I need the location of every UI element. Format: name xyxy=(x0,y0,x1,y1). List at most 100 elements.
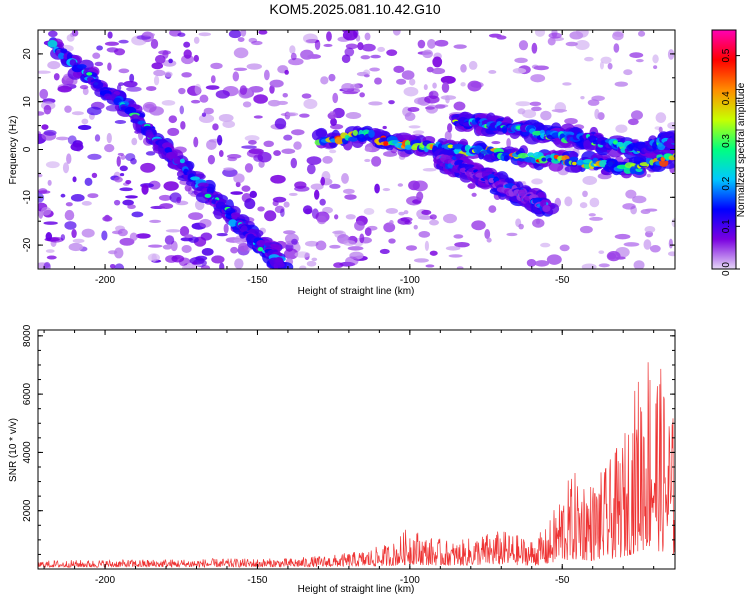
spectral-speckle xyxy=(176,196,182,204)
spectral-speckle xyxy=(125,153,136,162)
spectral-speckle xyxy=(579,225,593,234)
spectral-speckle xyxy=(637,30,646,37)
spectral-speckle xyxy=(263,140,275,148)
spectral-speckle xyxy=(388,100,395,105)
spectral-speckle xyxy=(456,266,464,269)
spectral-speckle xyxy=(45,232,53,241)
ridge-core xyxy=(124,106,137,115)
spectral-speckle xyxy=(432,56,443,68)
spectral-speckle xyxy=(534,30,546,37)
spectral-speckle xyxy=(300,49,314,60)
spectral-speckle xyxy=(389,219,394,225)
spectral-speckle xyxy=(177,32,186,37)
spectral-speckle xyxy=(360,55,371,60)
spectral-speckle xyxy=(467,183,476,189)
spectral-speckle xyxy=(161,99,176,106)
spectral-speckle xyxy=(294,251,311,258)
spectral-speckle xyxy=(345,256,359,266)
spectral-speckle xyxy=(530,74,546,83)
ridge-core xyxy=(228,219,238,227)
spectral-speckle xyxy=(113,176,123,183)
spectral-speckle xyxy=(219,262,225,269)
ridge-peak xyxy=(612,140,618,145)
spectral-speckle xyxy=(453,44,467,49)
spectral-speckle xyxy=(576,30,589,38)
spectral-speckle xyxy=(288,192,298,196)
spectral-speckle xyxy=(584,56,594,62)
spectral-speckle xyxy=(232,71,240,82)
spectral-speckle xyxy=(181,72,192,78)
spectral-speckle xyxy=(70,142,84,152)
spectral-speckle xyxy=(230,191,244,195)
ridge-core xyxy=(264,242,271,247)
spectral-speckle xyxy=(635,59,644,63)
spectral-speckle xyxy=(165,229,181,233)
spectral-speckle xyxy=(374,77,382,85)
spectral-speckle xyxy=(551,108,568,113)
spectral-speckle xyxy=(53,73,60,81)
spectral-speckle xyxy=(269,79,284,88)
spectral-speckle xyxy=(104,214,111,222)
spectral-speckle xyxy=(45,249,55,253)
y-tick-label: 6000 xyxy=(22,383,33,406)
spectral-speckle xyxy=(81,118,89,125)
spectral-speckle xyxy=(65,202,73,207)
spectral-speckle xyxy=(382,188,391,192)
spectral-speckle xyxy=(211,255,225,264)
spectral-speckle xyxy=(222,120,236,129)
spectral-speckle xyxy=(179,226,190,237)
spectral-speckle xyxy=(589,197,600,208)
spectral-speckle xyxy=(306,156,322,165)
ridge-core xyxy=(111,93,117,99)
spectral-speckle xyxy=(432,82,437,89)
spectral-speckle xyxy=(599,61,604,70)
spectral-speckle xyxy=(43,261,51,269)
spectral-speckle xyxy=(668,238,673,249)
spectral-speckle xyxy=(320,76,329,85)
spectral-speckle xyxy=(447,123,453,133)
spectral-speckle xyxy=(283,201,290,208)
spectral-speckle xyxy=(649,244,661,253)
spectral-speckle xyxy=(667,122,675,130)
spectral-speckle xyxy=(40,206,52,216)
spectral-speckle xyxy=(203,107,214,115)
spectral-speckle xyxy=(531,178,543,185)
spectral-speckle xyxy=(77,124,92,131)
spectral-speckle xyxy=(354,220,365,231)
spectral-speckle xyxy=(86,106,102,116)
spectral-speckle xyxy=(323,43,333,47)
ridge-core xyxy=(256,239,266,247)
spectral-speckle xyxy=(107,250,118,255)
spectral-speckle xyxy=(284,69,289,75)
snr-ylabel: SNR (10 * v/v) xyxy=(8,418,19,482)
spectral-speckle xyxy=(559,244,570,252)
spectral-speckle xyxy=(153,69,166,77)
spectral-speckle xyxy=(70,194,85,202)
spectral-speckle xyxy=(427,38,436,49)
spectral-speckle xyxy=(201,248,214,256)
spectral-speckle xyxy=(188,212,204,221)
x-tick-label: -100 xyxy=(400,575,420,586)
ridge-core xyxy=(671,134,675,142)
spectral-speckle xyxy=(119,237,135,246)
x-tick-label: -50 xyxy=(555,575,570,586)
ridge-core xyxy=(165,151,176,159)
spectral-speckle xyxy=(251,40,263,46)
spectral-speckle xyxy=(514,57,528,63)
spectral-speckle xyxy=(210,75,216,84)
spectral-speckle xyxy=(347,246,364,251)
spectral-speckle xyxy=(125,195,138,199)
spectral-speckle xyxy=(79,84,89,90)
spectral-speckle xyxy=(215,90,230,99)
spectral-speckle xyxy=(38,192,45,203)
ridge-peak xyxy=(383,141,389,146)
spectral-speckle xyxy=(580,95,585,100)
spectral-speckle xyxy=(379,248,390,255)
spectral-speckle xyxy=(306,163,316,175)
spectral-speckle xyxy=(94,134,101,142)
spectral-speckle xyxy=(448,254,463,258)
spectral-speckle xyxy=(600,56,612,64)
spectral-speckle xyxy=(246,149,263,158)
ridge-core xyxy=(569,156,579,162)
